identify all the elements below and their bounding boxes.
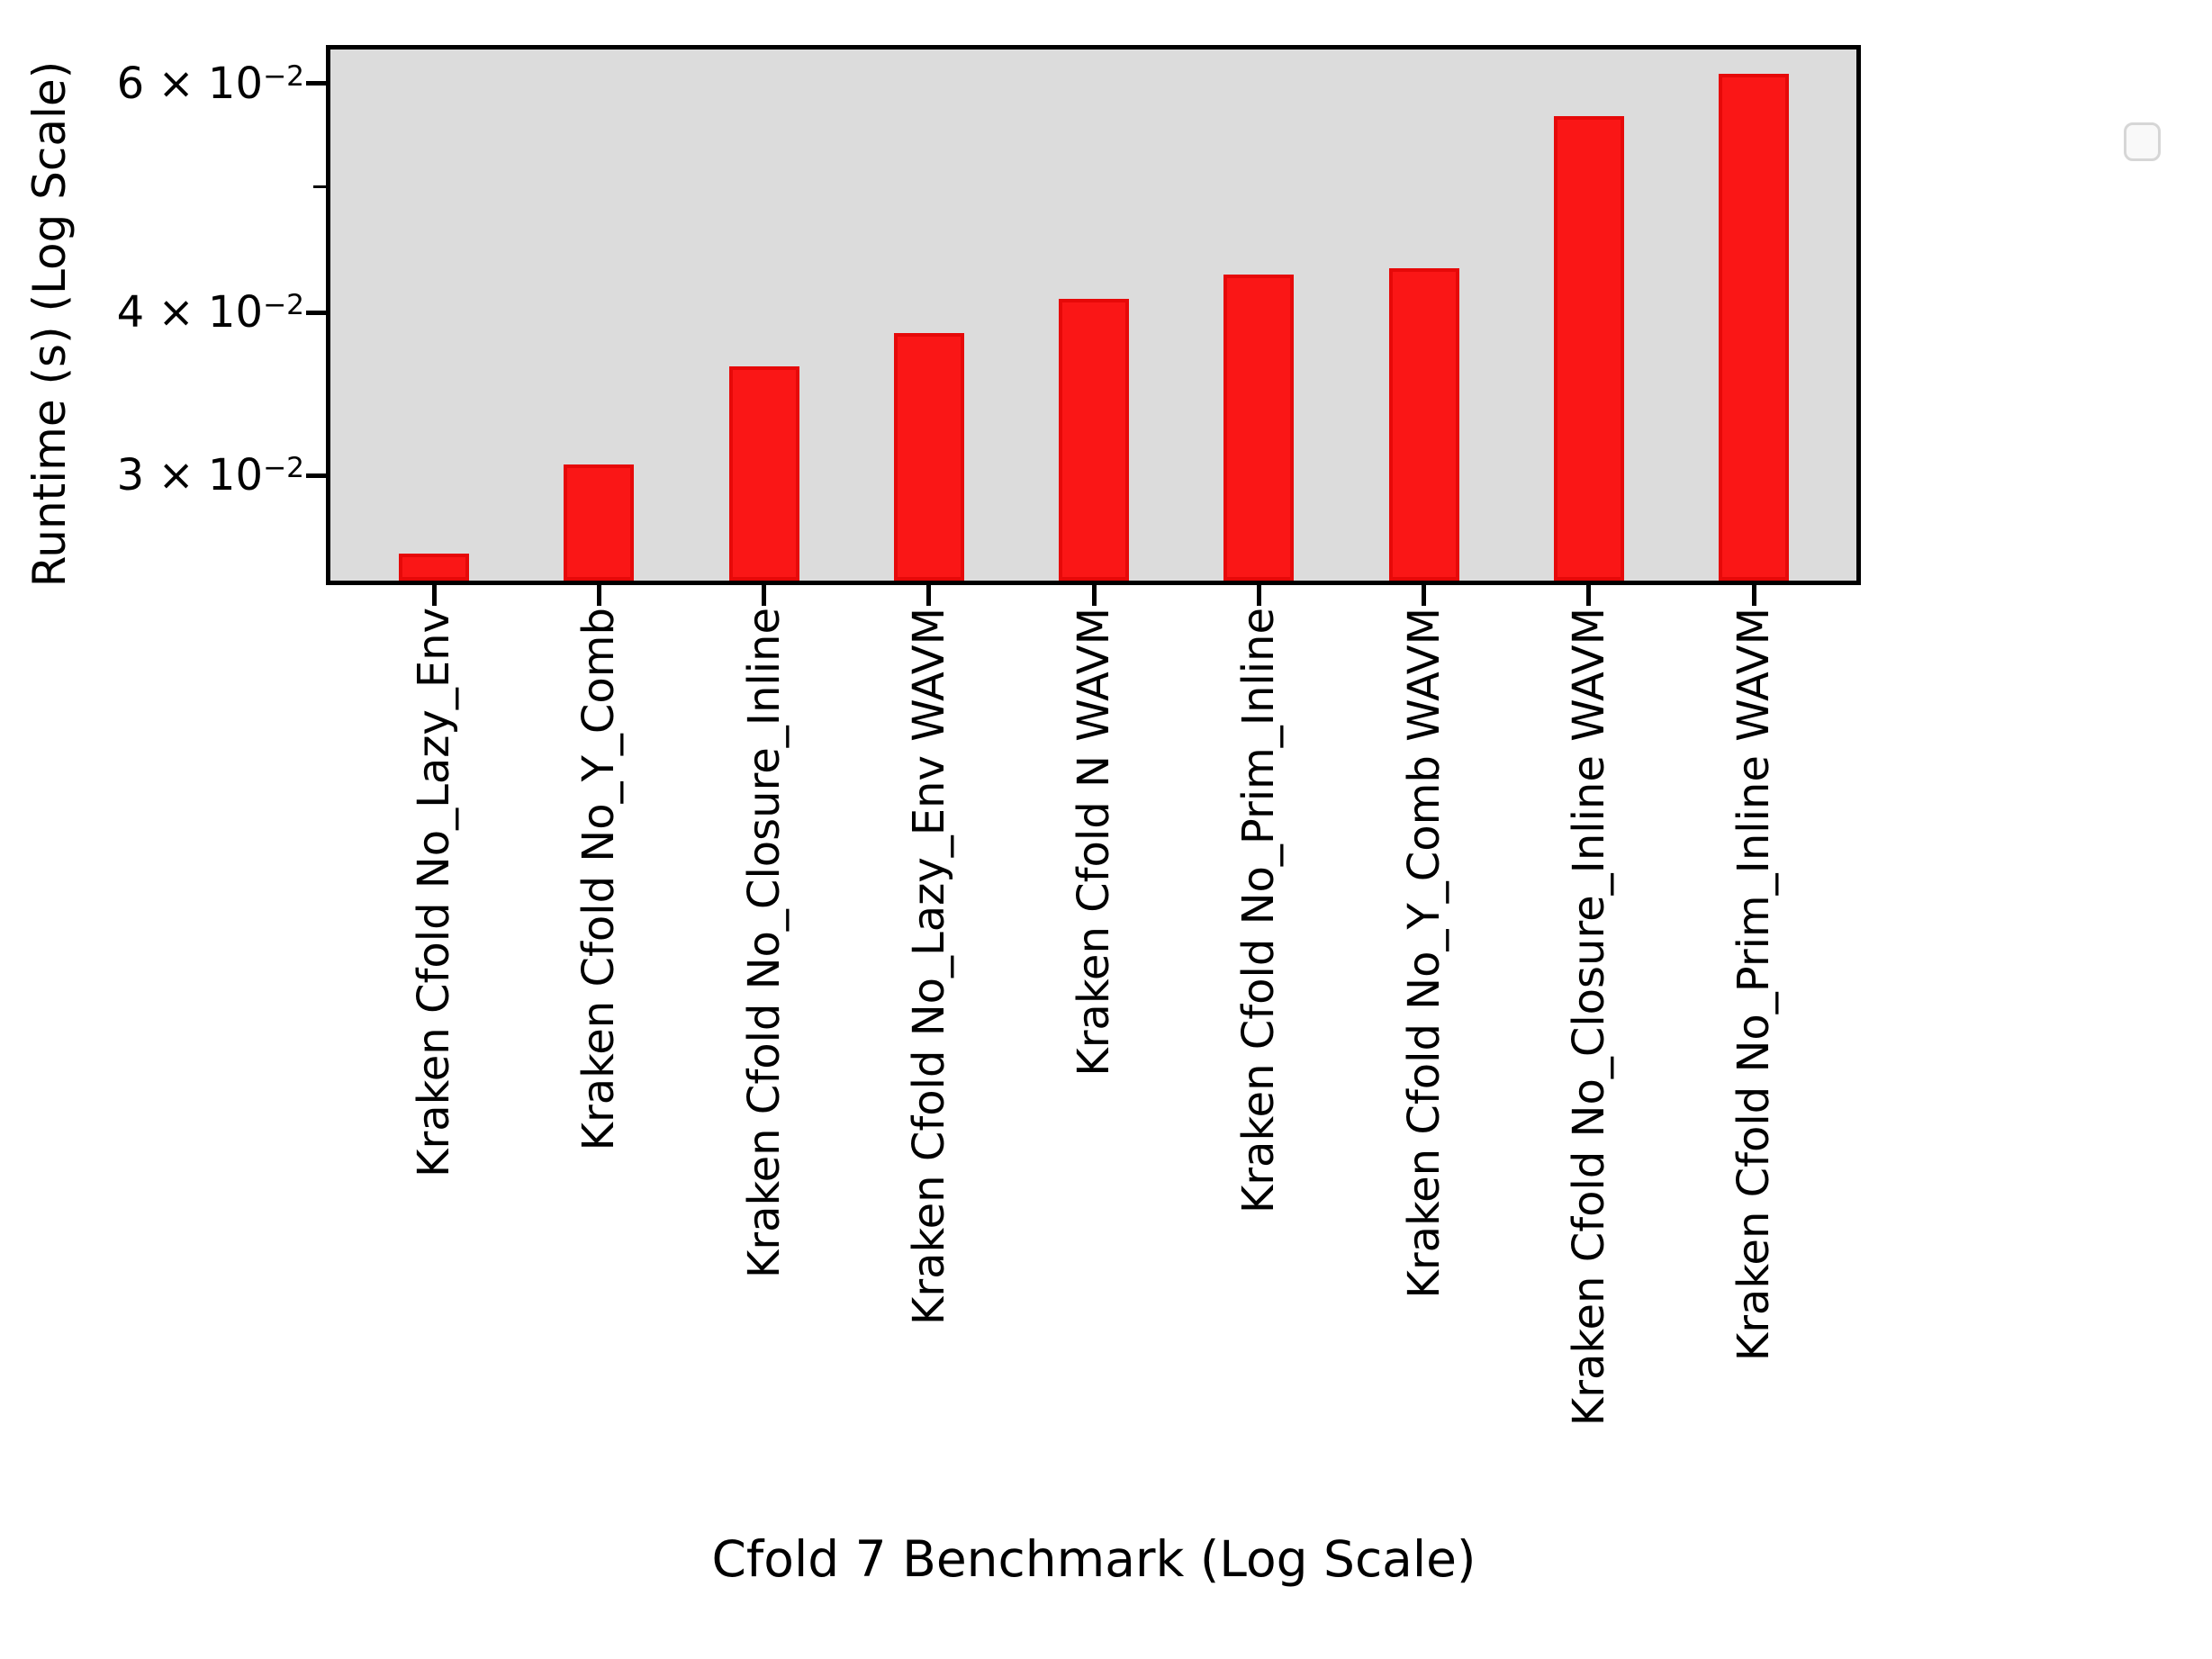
x-tick-label-5: Kraken Cfold N WAVM [1069, 608, 1119, 1077]
y-tick-label-1: 6 × 10−2 [117, 60, 304, 105]
y-tick-mantissa: 4 × 10 [116, 287, 264, 338]
bar-4 [893, 332, 964, 581]
bar-6 [1223, 274, 1295, 581]
y-tick-exponent: −2 [263, 289, 304, 322]
y-axis-label: Runtime (s) (Log Scale) [23, 60, 76, 588]
legend [2124, 122, 2161, 161]
x-tick-label-7: Kraken Cfold No_Y_Comb WAVM [1398, 608, 1449, 1299]
bar-1 [399, 554, 469, 581]
x-tick-label-1: Kraken Cfold No_Lazy_Env [409, 608, 459, 1177]
x-tick-5 [1091, 585, 1097, 606]
bar-7 [1388, 267, 1459, 581]
y-tick-label-3: 3 × 10−2 [117, 453, 304, 498]
x-tick-3 [762, 585, 766, 606]
y-tick-mantissa: 3 × 10 [116, 449, 264, 500]
x-tick-label-3: Kraken Cfold No_Closure_Inline [738, 608, 790, 1279]
x-tick-label-9: Kraken Cfold No_Prim_Inline WAVM [1729, 608, 1779, 1362]
x-tick-label-2: Kraken Cfold No_Y_Comb [573, 608, 625, 1151]
x-tick-label-6: Kraken Cfold No_Prim_Inline [1233, 608, 1285, 1214]
y-minor-tick-1 [313, 185, 326, 188]
x-tick-6 [1256, 585, 1261, 606]
y-tick-exponent: −2 [263, 451, 304, 484]
x-tick-1 [431, 585, 437, 606]
x-tick-label-8: Kraken Cfold No_Closure_Inline WAVM [1563, 608, 1614, 1427]
bar-5 [1059, 298, 1129, 581]
bar-2 [564, 464, 635, 581]
y-tick-label-2: 4 × 10−2 [117, 290, 304, 335]
x-tick-7 [1422, 585, 1426, 606]
x-tick-2 [596, 585, 601, 606]
x-tick-9 [1751, 585, 1756, 606]
x-tick-label-4: Kraken Cfold No_Lazy_Env WAVM [903, 608, 954, 1326]
y-tick-exponent: −2 [263, 59, 304, 93]
plot-area: Kraken Cfold No_Lazy_Env Kraken Cfold No_… [306, 45, 2161, 1426]
x-tick-4 [926, 585, 932, 606]
x-tick-8 [1586, 585, 1592, 606]
x-axis-label: Cfold 7 Benchmark (Log Scale) [711, 1530, 1476, 1588]
y-tick-2 [306, 310, 326, 315]
bar-8 [1553, 116, 1624, 581]
y-tick-3 [306, 473, 326, 478]
y-tick-mantissa: 6 × 10 [116, 58, 264, 109]
bar-9 [1719, 74, 1789, 581]
y-tick-1 [306, 81, 326, 86]
bar-3 [728, 365, 799, 581]
